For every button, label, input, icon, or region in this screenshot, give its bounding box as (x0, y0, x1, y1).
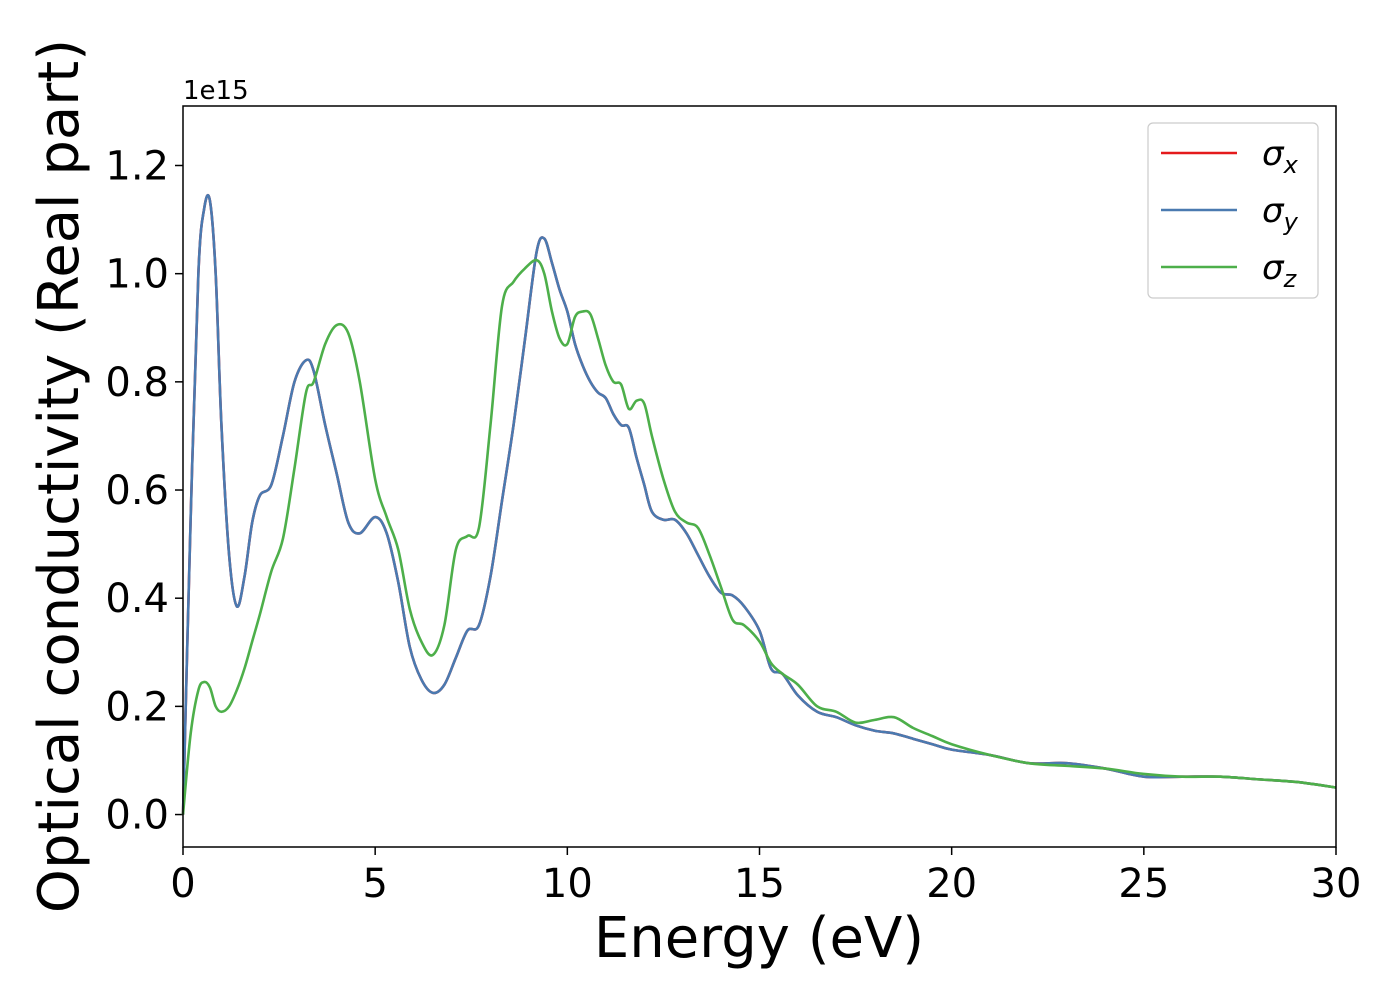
x-tick-label: 0 (170, 861, 195, 907)
legend-label-sigma-z: σz (1262, 248, 1298, 293)
x-tick-label: 20 (926, 861, 977, 907)
y-tick-label: 1.2 (105, 143, 169, 189)
legend-label-sigma-y: σy (1262, 191, 1299, 236)
legend-label-sigma-x: σx (1262, 134, 1299, 179)
series-line-sigma-y (181, 193, 1337, 815)
legend-subscript: y (1283, 208, 1299, 236)
legend-subscript: x (1283, 151, 1299, 179)
legend-subscript: z (1283, 265, 1298, 293)
x-tick-label: 25 (1118, 861, 1169, 907)
y-tick-label: 0.4 (105, 576, 169, 622)
y-offset-label: 1e15 (183, 76, 249, 106)
y-tick-label: 1.0 (105, 252, 169, 298)
y-tick-label: 0.8 (105, 360, 169, 406)
y-tick-label: 0.6 (105, 468, 169, 514)
legend-symbol: σ (1262, 248, 1285, 288)
series-layer (181, 193, 1337, 815)
plot-frame (182, 105, 1337, 848)
x-axis-ticks: 0 5 10 15 20 25 30 (170, 847, 1361, 907)
legend-symbol: σ (1262, 191, 1285, 231)
x-tick-label: 30 (1311, 861, 1362, 907)
y-axis-title: Optical conductivity (Real part) (27, 39, 92, 913)
x-tick-label: 15 (734, 861, 785, 907)
legend-symbol: σ (1262, 134, 1285, 174)
x-tick-label: 10 (542, 861, 593, 907)
y-tick-label: 0.2 (105, 684, 169, 730)
y-tick-label: 0.0 (105, 793, 169, 839)
y-axis-ticks: 0.0 0.2 0.4 0.6 0.8 1.0 1.2 (105, 143, 183, 839)
x-axis-title: Energy (eV) (594, 906, 924, 971)
x-tick-label: 5 (362, 861, 387, 907)
series-line-sigma-z (181, 258, 1337, 815)
